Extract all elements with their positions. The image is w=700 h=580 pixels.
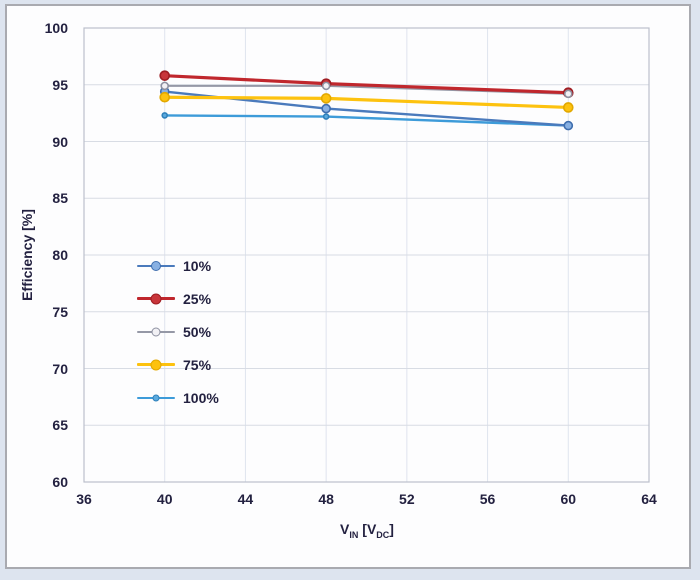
legend-marker-75% bbox=[137, 359, 175, 370]
x-axis-title-sub-in: IN bbox=[349, 529, 359, 540]
x-tick-label-52: 52 bbox=[399, 491, 415, 507]
series-marker-75% bbox=[562, 102, 574, 113]
x-axis-title-main: V bbox=[340, 521, 350, 537]
legend-item-10%: 10% bbox=[137, 249, 219, 282]
y-tick-label-80: 80 bbox=[52, 247, 68, 263]
legend-marker-10% bbox=[137, 260, 175, 271]
y-tick-label-100: 100 bbox=[44, 20, 68, 36]
y-tick-label-65: 65 bbox=[52, 417, 68, 434]
series-marker-10% bbox=[321, 103, 331, 114]
legend-label-10%: 10% bbox=[183, 257, 212, 274]
legend-marker-100% bbox=[137, 394, 175, 401]
series-marker-100% bbox=[322, 113, 330, 120]
x-axis-title-close: ] bbox=[389, 521, 394, 537]
series-marker-100% bbox=[161, 112, 169, 119]
legend-dot-75% bbox=[150, 359, 162, 370]
y-tick-label-75: 75 bbox=[52, 303, 68, 320]
legend-item-75%: 75% bbox=[137, 348, 219, 381]
legend-item-100%: 100% bbox=[137, 381, 219, 414]
legend-item-50%: 50% bbox=[137, 315, 219, 348]
x-tick-label-64: 64 bbox=[641, 491, 657, 507]
x-tick-label-44: 44 bbox=[237, 491, 254, 507]
x-axis-title-unit: [V bbox=[358, 521, 377, 537]
x-tick-label-56: 56 bbox=[479, 491, 496, 507]
legend-item-25%: 25% bbox=[137, 282, 219, 315]
legend-dot-100% bbox=[152, 394, 160, 401]
series-marker-75% bbox=[320, 93, 332, 104]
x-tick-label-40: 40 bbox=[156, 491, 173, 507]
y-tick-label-70: 70 bbox=[52, 360, 68, 377]
series-marker-50% bbox=[563, 89, 573, 99]
y-tick-label-95: 95 bbox=[52, 76, 68, 93]
x-tick-label-60: 60 bbox=[560, 491, 577, 507]
y-tick-label-85: 85 bbox=[52, 190, 68, 207]
legend-marker-50% bbox=[137, 327, 175, 336]
series-marker-50% bbox=[321, 81, 331, 91]
y-tick-label-60: 60 bbox=[52, 474, 68, 490]
legend-dot-25% bbox=[150, 293, 162, 304]
legend-label-50%: 50% bbox=[183, 323, 212, 340]
series-marker-10% bbox=[563, 120, 574, 131]
legend-marker-25% bbox=[137, 293, 175, 304]
efficiency-line-chart bbox=[83, 27, 650, 483]
legend-label-100%: 100% bbox=[183, 389, 219, 406]
legend-label-25%: 25% bbox=[183, 290, 212, 307]
x-tick-label-36: 36 bbox=[76, 491, 92, 507]
x-axis-title-sub-dc: DC bbox=[376, 529, 390, 540]
x-axis-title: VIN [VDC] bbox=[340, 521, 394, 540]
x-tick-label-48: 48 bbox=[318, 491, 334, 507]
legend-label-75%: 75% bbox=[183, 356, 212, 373]
series-marker-75% bbox=[159, 91, 171, 103]
chart-legend: 10% 25% 50% 75% 100% bbox=[137, 249, 219, 414]
chart-frame: 100 95 90 85 80 75 70 65 60 36 40 44 48 52 56 60 64 Eff… bbox=[5, 4, 691, 569]
series-marker-25% bbox=[159, 70, 171, 81]
y-tick-label-90: 90 bbox=[52, 133, 68, 150]
plot-border bbox=[83, 27, 650, 483]
y-axis-title: Efficiency [%] bbox=[19, 209, 35, 301]
series-marker-50% bbox=[160, 81, 170, 91]
legend-dot-50% bbox=[151, 327, 161, 336]
legend-dot-10% bbox=[151, 260, 161, 271]
